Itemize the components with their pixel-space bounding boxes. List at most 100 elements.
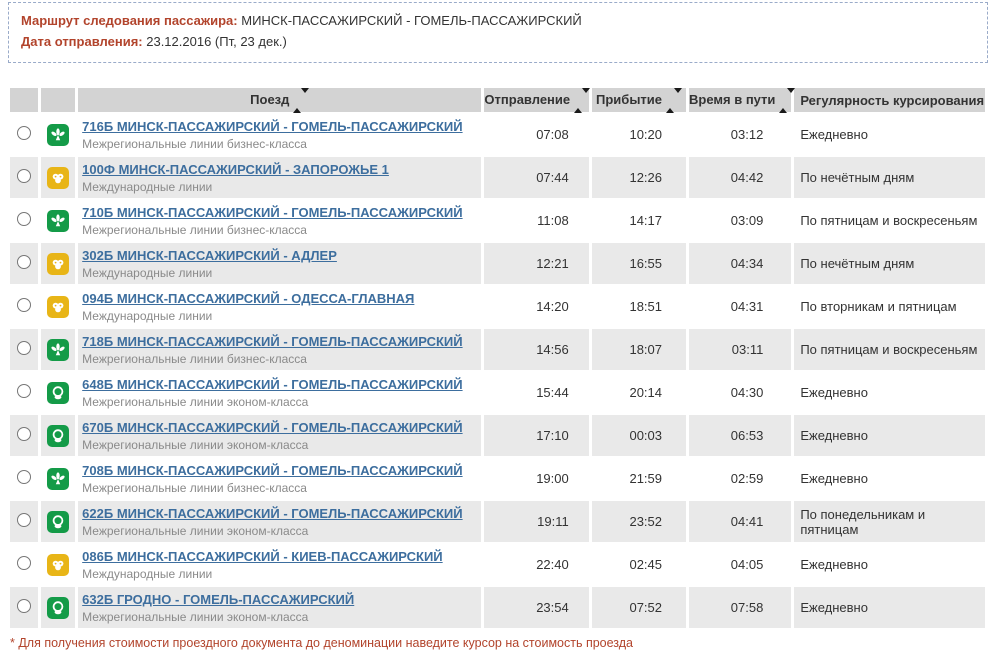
train-link[interactable]: 708Б МИНСК-ПАССАЖИРСКИЙ - ГОМЕЛЬ-ПАССАЖИ… [82, 463, 463, 478]
train-select-radio[interactable] [17, 169, 32, 183]
train-cell: 708Б МИНСК-ПАССАЖИРСКИЙ - ГОМЕЛЬ-ПАССАЖИ… [78, 458, 482, 499]
train-category: Межрегиональные линии эконом-класса [82, 524, 309, 538]
train-select-radio[interactable] [17, 341, 32, 355]
departure-cell: 07:08 [484, 114, 589, 155]
arrival-cell: 14:17 [591, 200, 687, 241]
regularity-cell: Ежедневно [794, 458, 985, 499]
route-label: Маршрут следования пассажира: [21, 13, 238, 28]
international-lines-icon [47, 295, 70, 318]
train-category: Международные линии [82, 309, 213, 323]
regularity-cell: Ежедневно [794, 114, 985, 155]
table-row: 100Ф МИНСК-ПАССАЖИРСКИЙ - ЗАПОРОЖЬЕ 1 Ме… [10, 157, 985, 198]
business-class-leaf-icon [47, 467, 70, 490]
duration-cell: 03:09 [689, 200, 792, 241]
train-link[interactable]: 100Ф МИНСК-ПАССАЖИРСКИЙ - ЗАПОРОЖЬЕ 1 [82, 162, 389, 177]
trains-table: Поезд Отправление Прибытие Время в пути … [7, 86, 988, 630]
train-select-radio[interactable] [17, 126, 32, 140]
international-lines-icon [47, 252, 70, 275]
duration-cell: 02:59 [689, 458, 792, 499]
departure-cell: 14:56 [484, 329, 589, 370]
train-category: Межрегиональные линии эконом-класса [82, 438, 309, 452]
column-header-duration[interactable]: Время в пути [689, 87, 796, 113]
train-link[interactable]: 086Б МИНСК-ПАССАЖИРСКИЙ - КИЕВ-ПАССАЖИРС… [82, 549, 443, 564]
train-select-radio[interactable] [17, 599, 32, 613]
regularity-cell: Ежедневно [794, 587, 985, 628]
icon-cell [41, 157, 76, 198]
table-row: 632Б ГРОДНО - ГОМЕЛЬ-ПАССАЖИРСКИЙ Межрег… [10, 587, 985, 628]
radio-cell [10, 243, 39, 284]
train-category: Международные линии [82, 567, 213, 581]
departure-cell: 12:21 [484, 243, 589, 284]
train-select-radio[interactable] [17, 212, 32, 226]
train-select-radio[interactable] [17, 427, 32, 441]
train-select-radio[interactable] [17, 384, 32, 398]
international-lines-icon [47, 553, 70, 576]
route-info-box: Маршрут следования пассажира: МИНСК-ПАСС… [8, 2, 988, 63]
train-link[interactable]: 094Б МИНСК-ПАССАЖИРСКИЙ - ОДЕССА-ГЛАВНАЯ [82, 291, 415, 306]
radio-cell [10, 286, 39, 327]
radio-cell [10, 501, 39, 542]
train-category: Межрегиональные линии бизнес-класса [82, 223, 307, 237]
footnote: * Для получения стоимости проездного док… [10, 636, 634, 650]
radio-cell [10, 114, 39, 155]
table-row: 302Б МИНСК-ПАССАЖИРСКИЙ - АДЛЕР Междунар… [10, 243, 985, 284]
icon-cell [41, 544, 76, 585]
regularity-cell: По нечётным дням [794, 243, 985, 284]
train-cell: 632Б ГРОДНО - ГОМЕЛЬ-ПАССАЖИРСКИЙ Межрег… [78, 587, 482, 628]
icon-cell [41, 458, 76, 499]
train-select-radio[interactable] [17, 298, 32, 312]
train-select-radio[interactable] [17, 255, 32, 269]
radio-cell [10, 372, 39, 413]
train-select-radio[interactable] [17, 513, 32, 527]
icon-cell [41, 329, 76, 370]
arrival-cell: 23:52 [591, 501, 687, 542]
arrival-cell: 02:45 [591, 544, 687, 585]
train-link[interactable]: 718Б МИНСК-ПАССАЖИРСКИЙ - ГОМЕЛЬ-ПАССАЖИ… [82, 334, 463, 349]
table-row: 086Б МИНСК-ПАССАЖИРСКИЙ - КИЕВ-ПАССАЖИРС… [10, 544, 985, 585]
train-select-radio[interactable] [17, 470, 32, 484]
departure-cell: 15:44 [484, 372, 589, 413]
train-link[interactable]: 716Б МИНСК-ПАССАЖИРСКИЙ - ГОМЕЛЬ-ПАССАЖИ… [82, 119, 463, 134]
icon-cell [41, 501, 76, 542]
header-radio-cell [10, 88, 39, 112]
train-link[interactable]: 670Б МИНСК-ПАССАЖИРСКИЙ - ГОМЕЛЬ-ПАССАЖИ… [82, 420, 463, 435]
column-header-arrival[interactable]: Прибытие [591, 87, 687, 113]
regularity-cell: По понедельникам и пятницам [794, 501, 985, 542]
column-header-regularity: Регулярность курсирования [794, 88, 985, 112]
duration-cell: 07:58 [689, 587, 792, 628]
train-category: Межрегиональные линии бизнес-класса [82, 481, 307, 495]
duration-cell: 04:42 [689, 157, 792, 198]
arrival-cell: 12:26 [591, 157, 687, 198]
train-cell: 302Б МИНСК-ПАССАЖИРСКИЙ - АДЛЕР Междунар… [78, 243, 482, 284]
sort-icon [293, 87, 310, 113]
regularity-cell: Ежедневно [794, 372, 985, 413]
train-link[interactable]: 710Б МИНСК-ПАССАЖИРСКИЙ - ГОМЕЛЬ-ПАССАЖИ… [82, 205, 463, 220]
train-link[interactable]: 632Б ГРОДНО - ГОМЕЛЬ-ПАССАЖИРСКИЙ [82, 592, 355, 607]
icon-cell [41, 587, 76, 628]
departure-cell: 19:00 [484, 458, 589, 499]
date-value: 23.12.2016 (Пт, 23 дек.) [146, 34, 287, 49]
regularity-cell: По нечётным дням [794, 157, 985, 198]
sort-icon [574, 87, 591, 113]
train-cell: 670Б МИНСК-ПАССАЖИРСКИЙ - ГОМЕЛЬ-ПАССАЖИ… [78, 415, 482, 456]
train-category: Межрегиональные линии эконом-класса [82, 395, 309, 409]
date-line: Дата отправления: 23.12.2016 (Пт, 23 дек… [21, 31, 975, 52]
train-link[interactable]: 622Б МИНСК-ПАССАЖИРСКИЙ - ГОМЕЛЬ-ПАССАЖИ… [82, 506, 463, 521]
duration-cell: 04:31 [689, 286, 792, 327]
regularity-cell: По пятницам и воскресеньям [794, 329, 985, 370]
column-header-train[interactable]: Поезд [78, 87, 482, 113]
duration-cell: 04:30 [689, 372, 792, 413]
arrival-cell: 00:03 [591, 415, 687, 456]
train-category: Межрегиональные линии бизнес-класса [82, 352, 307, 366]
train-category: Международные линии [82, 180, 213, 194]
train-select-radio[interactable] [17, 556, 32, 570]
header-icon-cell [41, 88, 76, 112]
radio-cell [10, 544, 39, 585]
radio-cell [10, 458, 39, 499]
column-header-arrival-label: Прибытие [596, 92, 663, 108]
train-link[interactable]: 302Б МИНСК-ПАССАЖИРСКИЙ - АДЛЕР [82, 248, 337, 263]
train-cell: 094Б МИНСК-ПАССАЖИРСКИЙ - ОДЕССА-ГЛАВНАЯ… [78, 286, 482, 327]
column-header-departure[interactable]: Отправление [484, 87, 591, 113]
train-link[interactable]: 648Б МИНСК-ПАССАЖИРСКИЙ - ГОМЕЛЬ-ПАССАЖИ… [82, 377, 463, 392]
column-header-regularity-label: Регулярность курсирования [800, 92, 985, 108]
